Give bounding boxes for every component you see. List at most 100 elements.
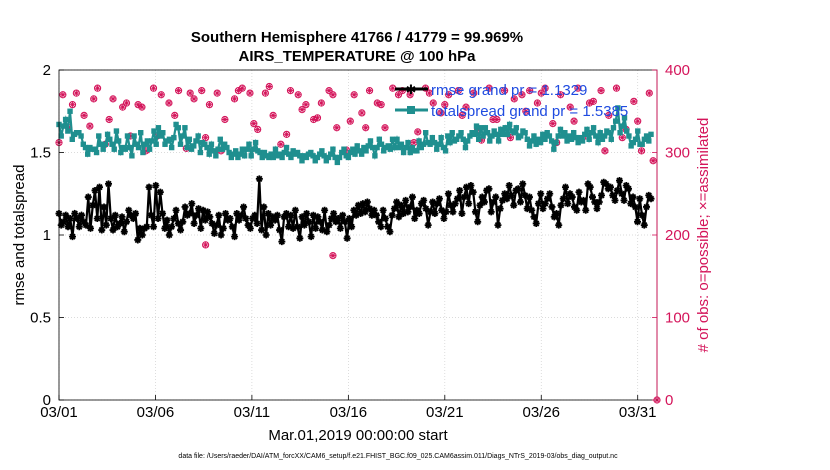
rmse-point: [215, 211, 223, 219]
obs-count-point: [329, 91, 337, 99]
rmse-point: [307, 233, 315, 241]
rmse-point: [87, 224, 95, 232]
totalspread-point: [142, 141, 148, 147]
totalspread-point: [224, 144, 230, 151]
obs-count-point: [230, 95, 239, 103]
totalspread-point: [559, 133, 566, 139]
totalspread-point: [341, 146, 347, 152]
rmse-point: [246, 224, 254, 232]
rmse-point: [62, 211, 70, 219]
rmse-point: [375, 218, 383, 226]
totalspread-point: [221, 141, 228, 147]
totalspread-point: [478, 125, 484, 131]
totalspread-point: [615, 105, 621, 111]
obs-count-point: [333, 124, 341, 132]
rmse-point: [341, 218, 349, 226]
totalspread-point: [76, 130, 82, 136]
totalspread-point: [109, 141, 115, 147]
rmse-point: [298, 213, 306, 221]
rmse-point: [555, 221, 563, 229]
totalspread-point: [193, 138, 199, 144]
rmse-point: [60, 218, 68, 226]
totalspread-point: [498, 126, 504, 133]
totalspread-point: [213, 153, 219, 159]
rmse-point: [442, 208, 450, 216]
totalspread-point: [458, 130, 464, 136]
rmse-point: [399, 210, 407, 218]
obs-count-point: [362, 124, 370, 132]
obs-count-point: [381, 124, 389, 132]
obs-count-point: [585, 99, 594, 107]
rmse-point: [523, 205, 531, 213]
totalspread-point: [599, 136, 606, 142]
totalspread-point: [597, 130, 603, 136]
rmse-point: [408, 193, 416, 201]
rmse-point: [159, 210, 167, 218]
totalspread-point: [288, 154, 294, 161]
rmse-point: [201, 216, 209, 224]
obs-count-point: [556, 91, 565, 99]
rmse-point: [325, 221, 333, 229]
rmse-point: [309, 211, 317, 219]
totalspread-point: [621, 115, 628, 121]
totalspread-point: [610, 125, 617, 131]
totalspread-point: [336, 154, 343, 161]
rmse-point: [300, 221, 308, 229]
rmse-point: [519, 180, 527, 188]
totalspread-point: [453, 136, 460, 142]
totalspread-point: [537, 139, 544, 146]
rmse-point: [314, 213, 322, 221]
rmse-point: [75, 223, 83, 231]
totalspread-point: [641, 136, 648, 142]
totalspread-point: [593, 133, 599, 139]
totalspread-point: [168, 144, 175, 151]
rmse-point: [366, 205, 374, 213]
totalspread-point: [279, 154, 285, 161]
right-y-tick-label: 300: [665, 145, 690, 162]
right-y-tick-label: 200: [665, 227, 690, 244]
rmse-point: [161, 224, 169, 232]
rmse-point: [498, 196, 506, 204]
totalspread-point: [628, 143, 634, 149]
totalspread-point: [173, 121, 179, 128]
rmse-point: [289, 224, 297, 232]
obs-count-point: [286, 87, 295, 95]
rmse-point: [543, 195, 551, 203]
right-y-tick-label: 400: [665, 62, 690, 79]
totalspread-point: [135, 144, 142, 151]
rmse-point: [404, 208, 412, 216]
totalspread-point: [124, 133, 131, 139]
totalspread-point: [339, 149, 345, 156]
totalspread-point: [197, 149, 204, 156]
rmse-point: [381, 215, 389, 222]
totalspread-point: [146, 146, 153, 152]
rmse-point: [438, 206, 446, 214]
x-tick-label: 03/16: [330, 404, 368, 421]
obs-count-point: [317, 99, 325, 107]
obs-count-point: [261, 89, 270, 97]
obs-count-point: [645, 89, 653, 97]
rmse-point: [262, 231, 270, 239]
rmse-point: [390, 205, 398, 213]
totalspread-point: [215, 146, 221, 152]
right-y-axis-ticks: 0 100 200 300 400: [652, 62, 690, 409]
obs-count-point: [377, 101, 385, 109]
rmse-point: [379, 206, 387, 214]
rmse-point: [645, 191, 653, 199]
totalspread-point: [533, 141, 539, 147]
obs-count-point: [157, 91, 165, 99]
obs-count-point: [541, 84, 549, 92]
rmse-point: [172, 206, 180, 214]
rmse-point: [123, 218, 131, 226]
obs-count-point: [566, 103, 574, 111]
rmse-point: [607, 183, 615, 191]
rmse-point: [440, 215, 448, 222]
rmse-point: [305, 218, 313, 226]
totalspread-point: [248, 153, 254, 159]
rmse-point: [564, 200, 572, 208]
totalspread-point: [219, 146, 226, 152]
rmse-point: [478, 193, 486, 201]
rmse-point: [622, 182, 630, 189]
totalspread-point: [354, 143, 360, 149]
totalspread-point: [67, 108, 73, 114]
